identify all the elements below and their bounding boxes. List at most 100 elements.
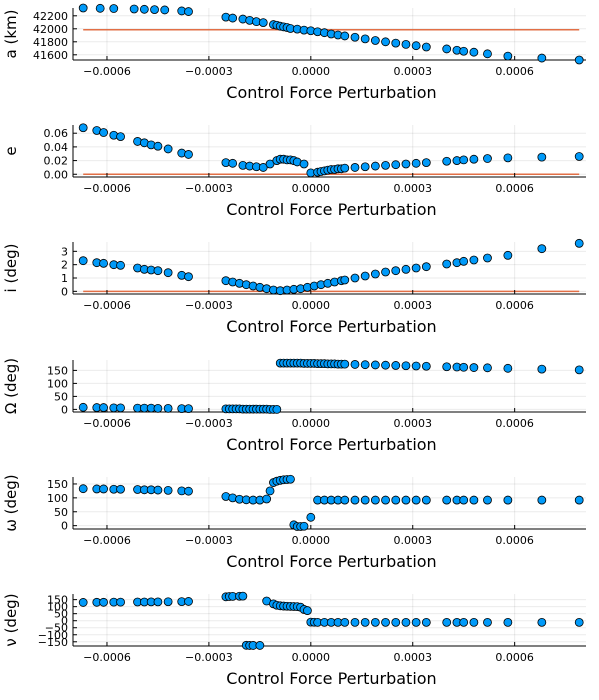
data-point (421, 262, 431, 272)
data-point (574, 238, 584, 248)
y-tick-label: 2 (61, 259, 68, 272)
data-point (99, 403, 108, 412)
data-point (370, 161, 380, 171)
data-point (160, 5, 170, 15)
data-point (442, 44, 452, 54)
data-point (459, 495, 469, 505)
data-point (350, 495, 360, 505)
data-point (129, 4, 139, 14)
data-point (483, 363, 492, 373)
data-point (469, 495, 479, 505)
x-axis-label: Control Force Perturbation (226, 552, 436, 571)
data-point (350, 273, 360, 283)
data-point (503, 153, 513, 163)
data-point (340, 163, 350, 173)
data-point (574, 365, 584, 375)
data-point (360, 34, 370, 44)
data-point (340, 275, 350, 285)
x-tick-label: 0.0003 (393, 651, 432, 664)
data-point (391, 266, 401, 276)
x-tick-label: −0.0003 (185, 65, 233, 78)
data-point (411, 158, 421, 168)
data-point (391, 160, 401, 170)
data-point (153, 141, 163, 151)
y-axis-label: Ω (deg) (2, 358, 20, 414)
data-point (370, 495, 380, 505)
data-point (469, 47, 479, 57)
x-tick-label: 0.0000 (292, 417, 331, 430)
data-point (381, 495, 390, 505)
data-point (78, 3, 88, 13)
data-point (78, 484, 88, 494)
x-tick-label: 0.0000 (292, 299, 331, 312)
data-point (370, 360, 380, 370)
data-point (401, 40, 411, 49)
data-point (184, 150, 193, 159)
data-point (370, 269, 380, 279)
data-point (116, 403, 125, 413)
data-point (360, 271, 370, 281)
data-point (116, 597, 125, 607)
data-point (483, 154, 492, 163)
data-point (163, 403, 173, 413)
data-point (78, 256, 88, 266)
data-point (228, 13, 238, 23)
data-point (286, 474, 295, 484)
x-tick-label: 0.0006 (495, 651, 534, 664)
data-point (78, 123, 88, 133)
data-point (340, 495, 350, 505)
data-point (139, 4, 149, 14)
data-point (299, 521, 309, 531)
x-tick-label: −0.0003 (185, 417, 233, 430)
y-tick-label: 41600 (33, 49, 68, 62)
y-tick-label: 0.00 (44, 168, 69, 181)
data-point (153, 597, 163, 607)
data-point (153, 266, 163, 276)
x-axis-label: Control Force Perturbation (226, 669, 436, 688)
y-tick-label: 0.02 (44, 155, 69, 168)
data-point (340, 617, 350, 627)
data-point (537, 495, 547, 505)
x-axis-label: Control Force Perturbation (226, 435, 436, 454)
data-point (360, 360, 370, 370)
data-point (503, 363, 513, 373)
data-point (391, 38, 401, 48)
data-point (469, 617, 479, 627)
data-point (78, 402, 88, 412)
y-tick-label: 100 (47, 377, 68, 390)
x-tick-label: 0.0003 (393, 534, 432, 547)
x-axis-label: Control Force Perturbation (226, 317, 436, 336)
data-point (265, 486, 275, 496)
x-tick-label: −0.0003 (185, 534, 233, 547)
data-point (163, 597, 173, 607)
x-tick-label: 0.0003 (393, 417, 432, 430)
data-point (421, 158, 431, 168)
data-point (116, 260, 125, 270)
data-point (411, 495, 421, 505)
data-point (503, 250, 513, 260)
x-tick-label: 0.0003 (393, 299, 432, 312)
subplot-1: −0.0006 −0.0003 0.0000 0.0003 0.0006 41600418… (2, 3, 586, 102)
data-point (360, 495, 370, 505)
data-point (370, 36, 380, 45)
data-point (421, 617, 431, 627)
data-point (537, 53, 547, 63)
x-tick-label: 0.0000 (292, 65, 331, 78)
y-axis-label: ν (deg) (2, 593, 20, 646)
data-point (163, 268, 173, 278)
data-point (421, 42, 431, 52)
x-tick-label: 0.0006 (495, 299, 534, 312)
data-point (350, 163, 360, 172)
data-point (459, 155, 469, 165)
data-point (350, 360, 360, 369)
data-point (411, 41, 421, 51)
data-point (99, 597, 108, 607)
x-tick-label: 0.0000 (292, 534, 331, 547)
y-tick-label: 100 (47, 492, 68, 505)
x-tick-label: 0.0000 (292, 182, 331, 195)
data-point (411, 361, 421, 371)
data-point (95, 3, 105, 13)
data-point (109, 4, 119, 13)
data-point (411, 263, 421, 273)
